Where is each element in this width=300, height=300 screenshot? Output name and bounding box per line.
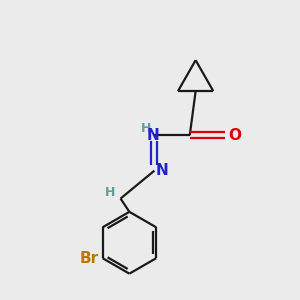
Text: N: N: [156, 163, 169, 178]
Text: O: O: [229, 128, 242, 143]
Text: H: H: [105, 186, 116, 199]
Text: N: N: [147, 128, 159, 143]
Text: Br: Br: [80, 251, 99, 266]
Text: H: H: [141, 122, 152, 135]
